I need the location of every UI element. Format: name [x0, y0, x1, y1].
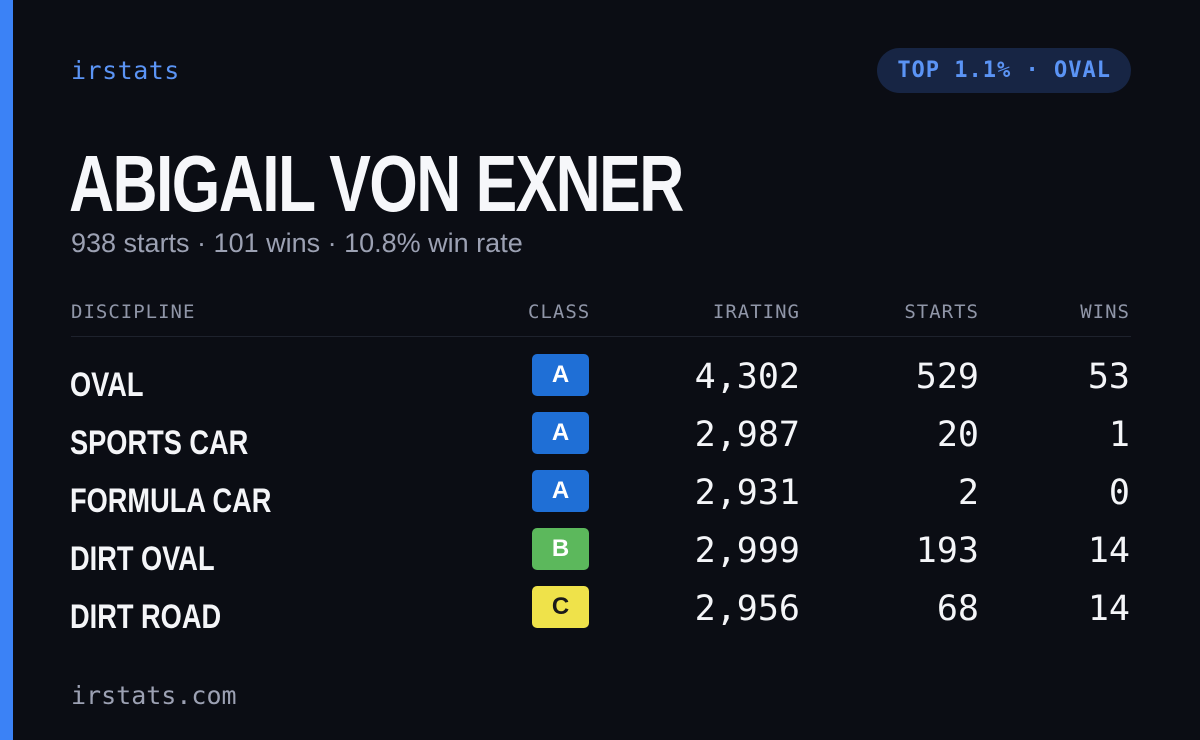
discipline-name: OVAL — [70, 366, 144, 404]
license-class-badge: A — [532, 354, 589, 396]
license-class-badge: A — [532, 412, 589, 454]
rank-badge: TOP 1.1% · OVAL — [877, 48, 1131, 93]
starts-value: 193 — [915, 531, 979, 571]
table-row: OVAL A 4,302 529 53 — [0, 348, 1200, 406]
license-class-badge: C — [532, 586, 589, 628]
brand-logo-text: irstats — [71, 56, 180, 85]
irating-value: 2,931 — [694, 473, 800, 513]
table-row: FORMULA CAR A 2,931 2 0 — [0, 464, 1200, 522]
starts-value: 68 — [936, 589, 979, 629]
column-header-irating: IRATING — [712, 301, 800, 323]
wins-value: 14 — [1087, 589, 1130, 629]
discipline-name: SPORTS CAR — [70, 424, 249, 462]
accent-bar — [0, 0, 13, 740]
discipline-name: DIRT ROAD — [70, 598, 222, 636]
table-row: DIRT ROAD C 2,956 68 14 — [0, 580, 1200, 638]
irating-value: 2,999 — [694, 531, 800, 571]
starts-value: 2 — [957, 473, 979, 513]
career-summary: 938 starts · 101 wins · 10.8% win rate — [71, 228, 523, 258]
irating-value: 2,987 — [694, 415, 800, 455]
column-header-class: CLASS — [528, 301, 591, 323]
discipline-name: DIRT OVAL — [70, 540, 215, 578]
footer-url: irstats.com — [71, 681, 237, 710]
wins-value: 0 — [1108, 473, 1130, 513]
stats-table: OVAL A 4,302 529 53 SPORTS CAR A 2,987 2… — [0, 348, 1200, 638]
column-header-discipline: DISCIPLINE — [71, 301, 196, 323]
wins-value: 14 — [1087, 531, 1130, 571]
wins-value: 1 — [1108, 415, 1130, 455]
driver-name: ABIGAIL VON EXNER — [69, 139, 684, 228]
table-row: SPORTS CAR A 2,987 20 1 — [0, 406, 1200, 464]
wins-value: 53 — [1087, 357, 1130, 397]
column-header-starts: STARTS — [904, 301, 979, 323]
header-divider — [71, 336, 1131, 337]
starts-value: 20 — [936, 415, 979, 455]
starts-value: 529 — [915, 357, 979, 397]
irating-value: 4,302 — [694, 357, 800, 397]
irating-value: 2,956 — [694, 589, 800, 629]
table-row: DIRT OVAL B 2,999 193 14 — [0, 522, 1200, 580]
column-header-wins: WINS — [1080, 301, 1130, 323]
discipline-name: FORMULA CAR — [70, 482, 272, 520]
license-class-badge: B — [532, 528, 589, 570]
license-class-badge: A — [532, 470, 589, 512]
